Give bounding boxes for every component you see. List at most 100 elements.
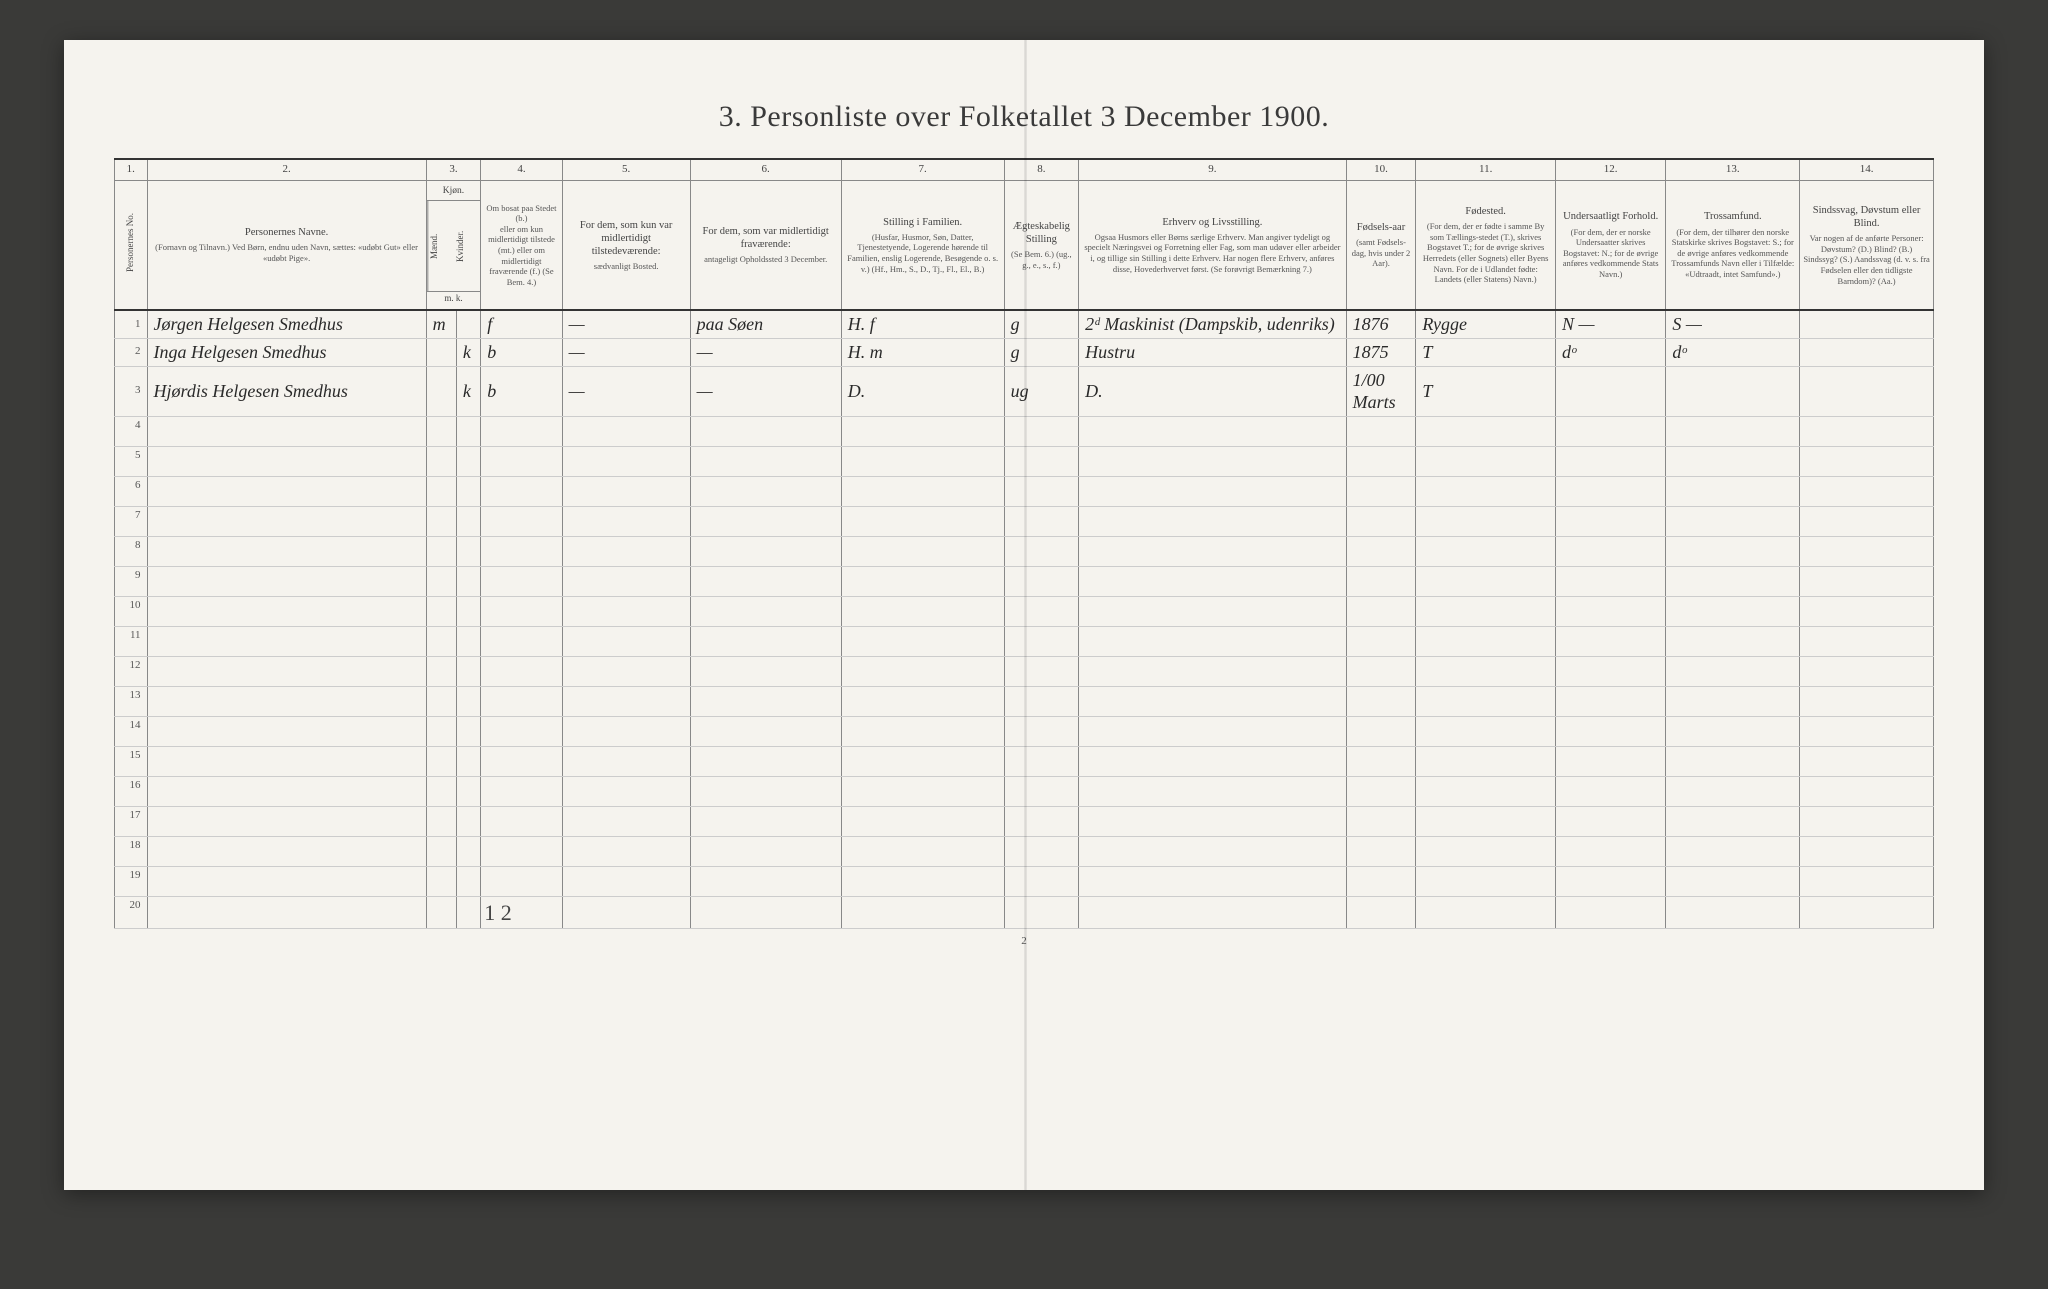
table-row: 17 [115,806,1934,836]
table-row: 10 [115,596,1934,626]
cell [1416,686,1556,716]
cell [690,836,841,866]
cell [1555,716,1665,746]
cell [456,776,480,806]
cell [456,566,480,596]
header-person-no: Personernes No. [115,180,148,310]
cell [690,806,841,836]
table-row: 2 Inga Helgesen Smedhus k b — — H. m g H… [115,338,1934,366]
cell [841,416,1004,446]
cell-disability [1800,310,1934,338]
header-sub: Var nogen af de anførte Personer: Døvstu… [1803,233,1930,286]
cell [1416,656,1556,686]
cell [1004,506,1079,536]
header-row: Personernes No. Personernes Navne. (Forn… [115,180,1934,310]
cell [147,686,426,716]
cell [1416,536,1556,566]
cell-temp-absent: — [690,366,841,416]
cell-family-pos: H. f [841,310,1004,338]
cell [481,626,562,656]
cell [841,866,1004,896]
cell [481,476,562,506]
cell [147,416,426,446]
cell-nationality: dᵒ [1555,338,1665,366]
cell-birthplace: Rygge [1416,310,1556,338]
cell-temp-absent: paa Søen [690,310,841,338]
header-title: Stilling i Familien. [845,216,1001,229]
cell [481,716,562,746]
cell [841,896,1004,929]
cell [690,536,841,566]
cell-nationality: N — [1555,310,1665,338]
cell [426,476,456,506]
cell [456,626,480,656]
cell-name: Hjørdis Helgesen Smedhus [147,366,426,416]
cell [1346,656,1416,686]
table-row: 19 [115,866,1934,896]
header-sub: eller om kun midlertidigt tilstede (mt.)… [484,224,558,288]
cell [1079,506,1346,536]
cell-nationality [1555,366,1665,416]
cell [481,596,562,626]
cell [1346,536,1416,566]
cell [1004,806,1079,836]
colnum: 11. [1416,159,1556,180]
row-number: 20 [115,896,148,929]
cell [1555,626,1665,656]
cell [426,446,456,476]
cell-birthyear: 1875 [1346,338,1416,366]
header-title: Ægteskabelig Stilling [1008,220,1076,246]
cell [1666,656,1800,686]
cell [1416,776,1556,806]
cell [456,866,480,896]
cell [481,746,562,776]
header-sub: (For dem, der er norske Undersaatter skr… [1559,227,1662,280]
cell [1555,806,1665,836]
header-birthplace: Fødested. (For dem, der er fødte i samme… [1416,180,1556,310]
cell [1800,686,1934,716]
cell-family-pos: D. [841,366,1004,416]
cell [562,536,690,566]
cell [1666,686,1800,716]
cell-female: k [456,366,480,416]
cell [690,866,841,896]
cell [426,806,456,836]
cell [1346,626,1416,656]
cell [1800,596,1934,626]
cell [1800,416,1934,446]
header-sub: (Se Bem. 6.) (ug., g., e., s., f.) [1008,249,1076,270]
cell [481,866,562,896]
colnum: 1. [115,159,148,180]
cell [426,836,456,866]
header-title: Kjøn. [427,184,481,201]
cell [1800,536,1934,566]
cell [1079,776,1346,806]
cell [841,746,1004,776]
cell [1800,806,1934,836]
cell [1079,746,1346,776]
cell-male [426,338,456,366]
cell [562,596,690,626]
cell [1346,836,1416,866]
cell [1079,656,1346,686]
row-number: 5 [115,446,148,476]
cell: 1 2 [481,896,562,929]
row-number: 13 [115,686,148,716]
header-occupation: Erhverv og Livsstilling. Ogsaa Husmors e… [1079,180,1346,310]
cell-religion: S — [1666,310,1800,338]
cell [562,476,690,506]
cell [481,686,562,716]
header-religion: Trossamfund. (For dem, der tilhører den … [1666,180,1800,310]
cell [147,836,426,866]
cell [841,506,1004,536]
cell [841,716,1004,746]
cell-marital: g [1004,338,1079,366]
cell [1416,506,1556,536]
header-names: Personernes Navne. (Fornavn og Tilnavn.)… [147,180,426,310]
cell [456,806,480,836]
cell [481,506,562,536]
table-row: 11 [115,626,1934,656]
row-number: 15 [115,746,148,776]
cell [1416,746,1556,776]
cell [1555,536,1665,566]
